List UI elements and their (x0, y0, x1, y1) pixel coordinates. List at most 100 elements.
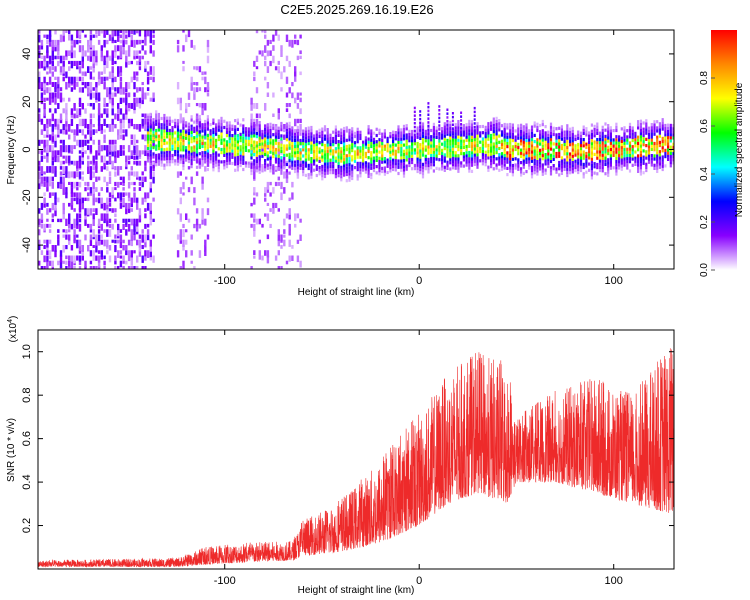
spectrogram-noise-cell (73, 82, 76, 90)
spectrogram-band-cell (470, 135, 474, 139)
spectrogram-noise-cell (277, 181, 280, 186)
spectrogram-band-cell (593, 131, 596, 135)
spectrogram-band-cell (481, 162, 484, 166)
spectrogram-band-cell (198, 133, 201, 137)
spectrogram-band-cell (392, 133, 395, 137)
spectrogram-band-cell (378, 128, 381, 132)
spectrogram-band-cell (645, 125, 648, 129)
spectrogram-band-cell (288, 124, 291, 129)
spectrogram-band-cell (443, 131, 446, 135)
spectrogram-band-cell (462, 127, 465, 131)
spectrogram-noise-cell (291, 181, 294, 188)
spectrogram-band-cell (628, 141, 632, 145)
spectrogram-noise-cell (122, 245, 125, 251)
spectrogram-noise-cell (201, 208, 204, 214)
spectrogram-noise-cell (100, 45, 103, 51)
spectrogram-noise-cell (38, 160, 41, 166)
spectrogram-band-cell (612, 144, 615, 148)
spectrogram-noise-cell (81, 45, 84, 51)
spectrogram-noise-cell (111, 208, 114, 213)
spectrogram-band-cell (460, 133, 463, 137)
spectrogram-band-cell (356, 152, 359, 156)
spectrogram-band-cell (525, 126, 528, 130)
spectrogram-noise-cell (62, 124, 65, 130)
spectrogram-band-cell (620, 127, 623, 131)
spectrogram-band-cell (607, 130, 610, 134)
spectrogram-noise-cell (136, 145, 139, 151)
spectrogram-band-cell (212, 168, 215, 172)
spectrogram-band-cell (258, 130, 261, 134)
spectrogram-band-cell (427, 128, 430, 132)
spectrogram-noise-cell (46, 60, 49, 68)
spectrogram-noise-cell (144, 60, 147, 69)
spectrogram-band-cell (522, 165, 525, 169)
spectrogram-noise-cell (179, 239, 182, 244)
spectrogram-band-cell (198, 142, 201, 146)
spectrogram-band-cell (225, 134, 229, 138)
spectrogram-band-cell (378, 172, 381, 176)
spectrogram-band-cell (560, 162, 563, 166)
spectrogram-band-cell (329, 171, 332, 175)
spectrogram-band-cell (394, 168, 397, 172)
spectrogram-noise-cell (149, 245, 152, 252)
spectrogram-band-cell (157, 112, 160, 117)
spectrogram-noise-cell (100, 234, 103, 239)
spectrogram-band-cell (375, 155, 378, 159)
spectrogram-band-cell (481, 143, 484, 147)
spectrogram-noise-cell (62, 108, 65, 114)
spectrogram-band-cell (206, 167, 209, 172)
spectrogram-band-cell (160, 123, 163, 127)
spectrogram-band-cell (174, 125, 177, 129)
spectrogram-band-cell (264, 134, 267, 138)
spectrogram-band-cell (517, 130, 520, 134)
spectrogram-band-cell (492, 167, 495, 171)
spectrogram-band-cell (454, 123, 457, 127)
spectrogram-noise-cell (76, 245, 79, 249)
spectrogram-band-cell (609, 126, 612, 130)
spectrogram-band-cell (647, 145, 651, 149)
spectrogram-band-cell (223, 125, 226, 130)
spectrogram-band-cell (601, 132, 604, 136)
spectrogram-band-cell (413, 151, 416, 155)
spectrogram-noise-cell (296, 239, 300, 244)
spectrogram-band-cell (264, 131, 267, 135)
spectrogram-noise-cell (296, 103, 300, 109)
spectrogram-band-cell (318, 172, 321, 176)
spectrogram-noise-cell (195, 87, 199, 93)
spectrogram-band-cell (351, 167, 354, 171)
spectrogram-band-cell (223, 163, 226, 167)
spectrogram-noise-cell (65, 234, 68, 240)
spectrogram-band-cell (190, 130, 193, 134)
spectrogram-band-cell (190, 115, 193, 119)
spectrogram-band-cell (658, 131, 661, 135)
spectrogram-band-cell (577, 152, 580, 156)
spectrogram-noise-cell (76, 39, 79, 45)
spectrogram-band-cell (242, 152, 245, 156)
spectrogram-band-cell (315, 139, 318, 143)
spectrogram-band-cell (269, 128, 272, 133)
spectrogram-noise-cell (201, 176, 204, 184)
spectrogram-noise-cell (117, 171, 120, 176)
spectrogram-band-cell (370, 144, 373, 149)
spectrogram-noise-cell (59, 113, 63, 121)
spectrogram-band-cell (593, 162, 596, 166)
spectrogram-band-cell (465, 160, 468, 164)
spectrogram-band-cell (315, 142, 318, 147)
spectrogram-band-cell (255, 153, 258, 157)
spectrogram-band-cell (372, 165, 376, 169)
spectrogram-band-cell (552, 151, 555, 155)
spectrogram-noise-cell (204, 71, 207, 75)
spectrogram-band-cell (487, 128, 490, 132)
spectrogram-noise-cell (65, 245, 68, 250)
spectrogram-band-cell (435, 126, 438, 130)
spectrogram-band-cell (250, 165, 253, 169)
spectrogram-band-cell (547, 155, 550, 159)
spectrogram-band-cell (424, 145, 427, 149)
spectrogram-noise-cell (57, 260, 60, 266)
spectrogram-noise-cell (258, 113, 261, 119)
spectrogram-band-cell (590, 157, 593, 161)
spectrogram-band-cell (389, 147, 392, 151)
spectrogram-band-cell (598, 162, 602, 166)
spectrogram-band-cell (247, 136, 250, 140)
spectrogram-band-cell (239, 163, 242, 168)
